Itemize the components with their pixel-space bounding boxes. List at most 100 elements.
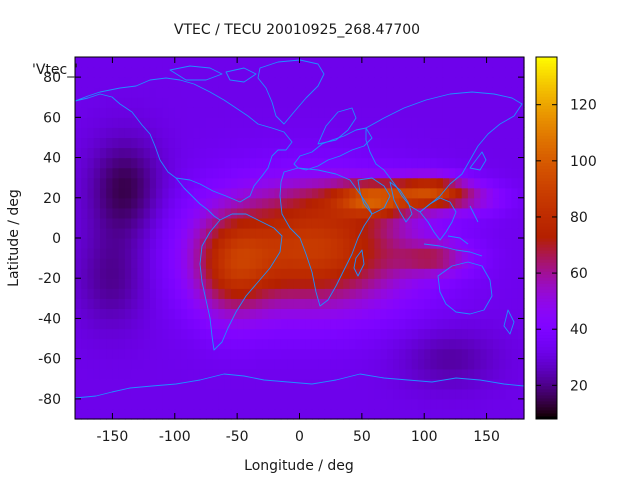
- heatmap-cell: [174, 388, 182, 400]
- heatmap-cell: [268, 348, 276, 360]
- heatmap-cell: [131, 157, 138, 169]
- heatmap-cell: [374, 67, 382, 78]
- heatmap-cell: [118, 238, 126, 249]
- heatmap-cell: [436, 107, 444, 118]
- heatmap-cell: [156, 318, 163, 330]
- heatmap-cell: [436, 248, 444, 259]
- heatmap-cell: [368, 408, 375, 420]
- heatmap-cell: [293, 298, 301, 309]
- heatmap-cell: [393, 207, 400, 219]
- heatmap-cell: [274, 197, 282, 209]
- heatmap-cell: [336, 408, 344, 420]
- heatmap-cell: [368, 358, 375, 370]
- heatmap-cell: [262, 398, 269, 410]
- heatmap-cell: [461, 338, 469, 350]
- heatmap-cell: [212, 77, 220, 88]
- heatmap-cell: [174, 157, 182, 169]
- heatmap-cell: [287, 318, 294, 330]
- heatmap-cell: [218, 358, 226, 370]
- heatmap-cell: [137, 67, 145, 78]
- heatmap-cell: [361, 147, 369, 159]
- heatmap-cell: [87, 348, 95, 360]
- colorbar-step: [536, 81, 557, 85]
- heatmap-cell: [287, 97, 294, 108]
- heatmap-cell: [393, 258, 400, 269]
- heatmap-cell: [75, 308, 82, 320]
- colorbar-step: [536, 96, 557, 100]
- heatmap-cell: [99, 147, 107, 159]
- heatmap-cell: [237, 288, 244, 299]
- heatmap-cell: [355, 238, 363, 249]
- heatmap-cell: [149, 167, 157, 179]
- colorbar-step: [536, 379, 557, 384]
- colorbar-step: [536, 376, 557, 381]
- heatmap-cell: [499, 107, 506, 118]
- heatmap-cell: [287, 107, 294, 118]
- heatmap-cell: [230, 147, 238, 159]
- heatmap-cell: [99, 117, 107, 128]
- heatmap-cell: [262, 368, 269, 380]
- heatmap-cell: [299, 408, 307, 420]
- heatmap-cell: [255, 398, 263, 410]
- heatmap-cell: [336, 238, 344, 249]
- heatmap-cell: [299, 388, 307, 400]
- heatmap-cell: [143, 328, 151, 340]
- heatmap-cell: [492, 248, 500, 259]
- heatmap-cell: [106, 348, 114, 360]
- heatmap-cell: [149, 57, 157, 68]
- heatmap-cell: [255, 368, 263, 380]
- heatmap-cell: [361, 348, 369, 360]
- heatmap-cell: [430, 338, 438, 350]
- heatmap-cell: [218, 107, 226, 118]
- heatmap-cell: [442, 298, 450, 309]
- colorbar-step: [536, 93, 557, 97]
- heatmap-cell: [368, 57, 375, 68]
- heatmap-cell: [499, 368, 506, 380]
- heatmap-cell: [330, 268, 338, 279]
- heatmap-cell: [480, 348, 488, 360]
- heatmap-cell: [442, 318, 450, 330]
- heatmap-cell: [81, 368, 89, 380]
- heatmap-cell: [280, 268, 288, 279]
- heatmap-cell: [380, 57, 388, 68]
- heatmap-cell: [330, 338, 338, 350]
- heatmap-cell: [411, 127, 419, 139]
- heatmap-cell: [124, 298, 132, 309]
- heatmap-cell: [330, 398, 338, 410]
- heatmap-cell: [318, 57, 326, 68]
- heatmap-cell: [299, 167, 307, 179]
- heatmap-cell: [486, 147, 494, 159]
- heatmap-cell: [255, 338, 263, 350]
- heatmap-cell: [511, 368, 519, 380]
- colorbar-step: [536, 355, 557, 360]
- heatmap-cell: [380, 348, 388, 360]
- heatmap-cell: [399, 177, 407, 189]
- heatmap-cell: [118, 288, 126, 299]
- heatmap-cell: [106, 298, 114, 309]
- heatmap-cell: [467, 278, 475, 289]
- heatmap-cell: [330, 77, 338, 88]
- heatmap-cell: [93, 197, 101, 209]
- heatmap-cell: [349, 268, 357, 279]
- heatmap-cell: [386, 318, 394, 330]
- x-tick-label: -100: [159, 429, 191, 445]
- colorbar-step: [536, 346, 557, 351]
- heatmap-cell: [124, 338, 132, 350]
- heatmap-cell: [249, 328, 257, 340]
- colorbar-step: [536, 213, 557, 218]
- heatmap-cell: [393, 318, 400, 330]
- heatmap-cell: [224, 67, 232, 78]
- heatmap-cell: [411, 408, 419, 420]
- heatmap-cell: [442, 167, 450, 179]
- heatmap-cell: [386, 107, 394, 118]
- heatmap-cell: [243, 258, 251, 269]
- heatmap-cell: [218, 398, 226, 410]
- heatmap-cell: [361, 177, 369, 189]
- heatmap-cell: [424, 328, 432, 340]
- colorbar-step: [536, 322, 557, 326]
- heatmap-cell: [324, 358, 332, 370]
- heatmap-cell: [181, 87, 188, 98]
- heatmap-cell: [249, 338, 257, 350]
- heatmap-cell: [156, 87, 163, 98]
- heatmap-cell: [417, 258, 425, 269]
